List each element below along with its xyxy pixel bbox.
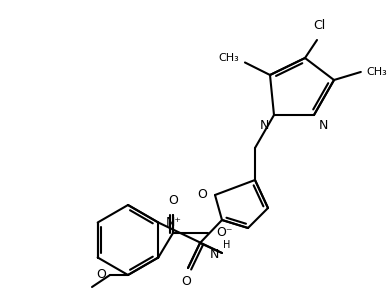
Text: CH₃: CH₃ xyxy=(367,67,388,77)
Text: N: N xyxy=(260,119,269,132)
Text: N⁺: N⁺ xyxy=(165,217,181,230)
Text: O: O xyxy=(181,275,191,288)
Text: O⁻: O⁻ xyxy=(216,226,233,239)
Text: O: O xyxy=(197,188,207,201)
Text: Cl: Cl xyxy=(313,19,325,32)
Text: N: N xyxy=(319,119,328,132)
Text: CH₃: CH₃ xyxy=(218,54,239,63)
Text: H: H xyxy=(223,240,230,250)
Text: N: N xyxy=(210,248,219,262)
Text: O: O xyxy=(169,195,178,207)
Text: O: O xyxy=(96,268,106,282)
